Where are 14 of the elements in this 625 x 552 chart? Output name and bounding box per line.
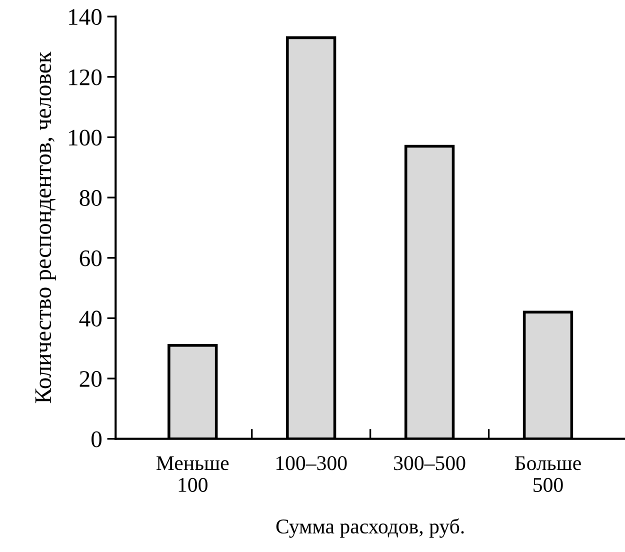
x-axis-title: Сумма расходов, руб. <box>276 518 464 538</box>
y-tick-label: 140 <box>69 9 102 25</box>
y-tick-label: 40 <box>79 310 102 327</box>
x-tick-label: Меньше 100 <box>156 456 229 492</box>
y-tick-label: 20 <box>80 371 102 387</box>
y-tick-label: 120 <box>69 69 102 86</box>
y-tick-label: 80 <box>80 190 102 206</box>
x-tick-label: 100–300 <box>276 456 347 470</box>
x-tick-label: 300–500 <box>394 456 466 470</box>
y-tick-label: 0 <box>92 431 102 448</box>
x-tick-label: Больше 500 <box>514 456 581 492</box>
y-axis-title: Количество респондентов, человек <box>35 52 56 404</box>
y-tick-label: 100 <box>69 130 102 146</box>
y-tick-label: 60 <box>80 250 102 266</box>
